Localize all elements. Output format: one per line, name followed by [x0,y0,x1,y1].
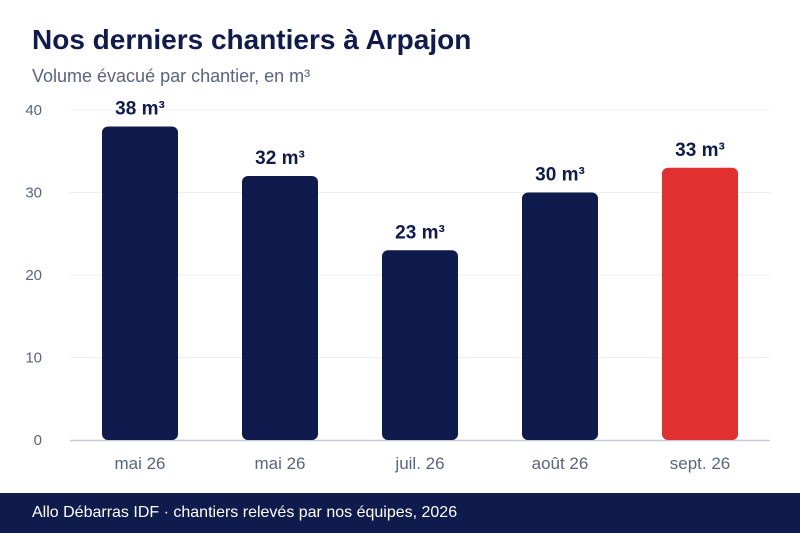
data-label: 30 m³ [535,165,585,186]
bar [242,176,318,440]
bar-chart: 0 10 20 30 40 38 m³ mai 26 32 m³ mai 26 23 m³ juil… [25,99,770,473]
y-tick-label: 20 [25,267,42,284]
chart-title: Nos derniers chantiers à Arpajon [32,24,472,55]
x-tick-label: août 26 [532,454,589,473]
x-tick-label: juil. 26 [394,454,444,473]
source-note: Allo Débarras IDF · chantiers relevés pa… [32,504,458,521]
data-label: 23 m³ [395,222,445,243]
footer-bar: Allo Débarras IDF · chantiers relevés pa… [0,493,800,533]
y-tick-label: 10 [25,350,42,367]
bar [522,192,598,440]
data-label: 33 m³ [675,140,725,161]
data-label: 32 m³ [255,148,305,169]
x-tick-label: sept. 26 [670,454,731,473]
x-tick-label: mai 26 [114,454,165,473]
bar [102,126,178,440]
y-tick-label: 30 [25,185,42,202]
bar [382,250,458,440]
y-tick-label: 40 [25,102,42,119]
bar [662,167,738,440]
x-tick-label: mai 26 [254,454,305,473]
data-label: 38 m³ [115,99,165,120]
y-tick-label: 0 [34,432,42,449]
chart-subtitle: Volume évacué par chantier, en m³ [32,66,311,86]
